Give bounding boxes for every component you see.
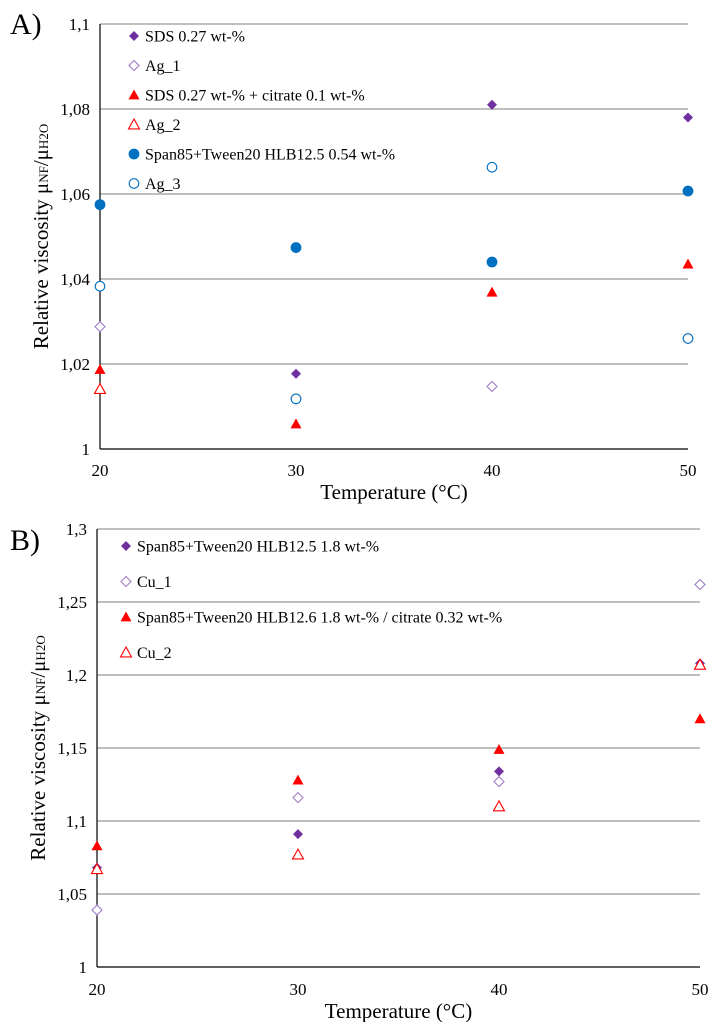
b-series-4 <box>90 658 707 875</box>
chart-a: A) 1 1,02 1,04 1,06 1,08 1,1 20 30 40 50 Temperatur… <box>10 8 697 504</box>
a-series-2 <box>94 320 694 405</box>
a-y-tick-label: 1,1 <box>69 15 90 34</box>
a-y-axis-title: Relative viscosity μNF/μH2O <box>29 124 53 349</box>
a-point <box>291 368 301 379</box>
b-legend-marker <box>120 611 132 622</box>
a-point <box>290 242 302 253</box>
a-point <box>94 364 106 374</box>
b-point <box>292 791 304 804</box>
a-point <box>94 199 106 211</box>
b-y-tick-label: 1,15 <box>57 739 87 758</box>
a-point <box>290 393 302 405</box>
a-legend-label: Ag_3 <box>145 176 181 193</box>
a-legend-label: SDS 0.27 wt-% <box>145 29 245 46</box>
a-legend-label: Ag_2 <box>145 117 181 134</box>
a-legend-label: Span85+Tween20 HLB12.5 0.54 wt-% <box>145 147 395 164</box>
a-legend-label: SDS 0.27 wt-% + citrate 0.1 wt-% <box>145 88 365 105</box>
b-x-tick-label: 20 <box>89 980 106 999</box>
a-series-1 <box>95 99 693 379</box>
a-legend-marker <box>128 148 140 160</box>
a-y-tick-label: 1,08 <box>60 100 90 119</box>
b-point <box>493 743 505 754</box>
b-legend-marker <box>120 575 132 588</box>
a-point <box>486 380 498 393</box>
a-point <box>683 112 693 123</box>
b-x-tick-label: 30 <box>290 980 307 999</box>
a-legend-marker <box>129 31 139 41</box>
a-point <box>486 161 498 173</box>
a-series-3 <box>94 258 694 429</box>
a-panel-label: A) <box>10 8 42 41</box>
b-point <box>91 904 103 916</box>
a-legend: SDS 0.27 wt-% Ag_1 SDS 0.27 wt-% + citrate… <box>127 29 395 193</box>
a-series-4 <box>93 382 107 395</box>
b-panel-label: B) <box>10 524 40 557</box>
b-point <box>694 578 706 591</box>
a-x-tick-label: 50 <box>680 461 697 480</box>
b-y-axis-title: Relative viscosity μNF/μH2O <box>26 635 50 860</box>
a-legend-marker <box>127 117 141 130</box>
chart-b: B) 1 1,05 1,1 1,15 1,2 1,25 1,3 20 30 40 50 Temperat… <box>10 520 709 1022</box>
a-point <box>486 256 498 268</box>
b-point <box>90 862 104 875</box>
a-point <box>682 333 694 344</box>
b-x-axis-title: Temperature (°C) <box>325 999 472 1022</box>
b-legend-label: Span85+Tween20 HLB12.5 1.8 wt-% <box>137 539 379 556</box>
b-legend-marker <box>121 541 131 551</box>
a-point <box>487 99 497 110</box>
b-point <box>291 847 305 860</box>
a-point <box>682 185 694 197</box>
a-point <box>682 258 694 269</box>
b-point <box>91 840 103 851</box>
a-legend-marker <box>128 89 140 100</box>
b-point <box>493 775 505 788</box>
b-point <box>293 829 303 840</box>
a-point <box>93 382 107 395</box>
a-legend-marker <box>128 59 140 72</box>
b-y-tick-label: 1,2 <box>66 666 87 685</box>
b-legend-marker <box>119 645 133 658</box>
b-point <box>492 799 506 812</box>
b-x-tick-label: 40 <box>491 980 508 999</box>
a-x-tick-label: 30 <box>288 461 305 480</box>
a-y-tick-label: 1,02 <box>60 355 90 374</box>
b-x-tick-label: 50 <box>692 980 709 999</box>
b-series-3 <box>91 713 706 851</box>
b-legend-label: Span85+Tween20 HLB12.6 1.8 wt-% / citrat… <box>137 610 502 627</box>
a-x-tick-label: 20 <box>92 461 109 480</box>
a-legend-marker <box>128 178 140 189</box>
a-point <box>290 418 302 429</box>
b-y-tick-label: 1,05 <box>57 885 87 904</box>
b-point <box>292 774 304 785</box>
b-series-2 <box>91 578 706 916</box>
a-x-tick-label: 40 <box>484 461 501 480</box>
b-y-tick-label: 1,25 <box>57 593 87 612</box>
a-y-tick-label: 1 <box>82 440 91 459</box>
a-y-tick-label: 1,04 <box>60 270 90 289</box>
b-series-1 <box>92 658 705 873</box>
b-y-tick-label: 1,3 <box>66 520 87 539</box>
b-legend-label: Cu_2 <box>137 645 172 662</box>
a-point <box>94 320 106 333</box>
a-series-6 <box>94 161 694 405</box>
b-point <box>494 766 504 777</box>
b-point <box>693 658 707 670</box>
a-y-tick-label: 1,06 <box>60 185 90 204</box>
a-legend-label: Ag_1 <box>145 58 181 75</box>
b-y-tick-label: 1,1 <box>66 812 87 831</box>
a-point <box>486 286 498 297</box>
b-legend: Span85+Tween20 HLB12.5 1.8 wt-% Cu_1 Span8… <box>119 539 502 662</box>
b-legend-label: Cu_1 <box>137 574 172 591</box>
a-series-5 <box>94 185 694 268</box>
b-point <box>694 713 706 724</box>
a-point <box>94 280 106 292</box>
a-x-axis-title: Temperature (°C) <box>320 480 467 504</box>
b-y-tick-label: 1 <box>79 958 88 977</box>
